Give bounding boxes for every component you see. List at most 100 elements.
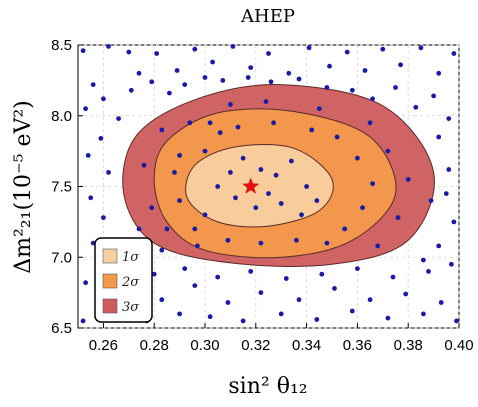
scatter-point <box>454 318 459 324</box>
scatter-point <box>451 51 457 56</box>
scatter-point <box>235 124 241 130</box>
x-tick-label: 0.28 <box>140 337 169 354</box>
scatter-point <box>367 120 373 126</box>
y-tick-label: 8.0 <box>51 108 72 125</box>
scatter-point <box>225 300 231 305</box>
scatter-point <box>83 280 88 286</box>
scatter-point <box>177 311 183 317</box>
scatter-point <box>271 120 276 126</box>
scatter-point <box>80 48 86 54</box>
scatter-point <box>85 153 91 158</box>
scatter-point <box>314 198 320 204</box>
scatter-point <box>207 314 213 320</box>
scatter-point <box>296 297 302 303</box>
scatter-point <box>220 78 226 83</box>
scatter-point <box>296 76 302 82</box>
scatter-point <box>449 261 454 267</box>
scatter-point <box>116 116 121 121</box>
y-tick-label: 8.5 <box>51 37 72 54</box>
scatter-point <box>327 63 332 69</box>
scatter-point <box>263 99 269 104</box>
scatter-point <box>385 315 391 321</box>
legend-label: 3σ <box>122 300 140 315</box>
scatter-point <box>380 46 386 52</box>
scatter-point <box>278 201 284 206</box>
best-fit-star <box>242 177 260 194</box>
scatter-point <box>149 79 155 85</box>
legend-label: 1σ <box>122 250 140 265</box>
scatter-point <box>83 106 88 112</box>
scatter-point <box>182 266 188 271</box>
legend-swatch <box>102 298 118 314</box>
scatter-point <box>159 297 165 303</box>
scatter-point <box>370 181 375 187</box>
x-tick-label: 0.26 <box>89 337 118 354</box>
chart-title: AHEP <box>240 6 295 27</box>
scatter-point <box>319 271 325 277</box>
x-tick-label: 0.38 <box>394 337 423 354</box>
scatter-point <box>314 317 320 322</box>
plot-area <box>77 44 460 329</box>
scatter-point <box>167 90 172 96</box>
scatter-point <box>202 75 208 80</box>
scatter-point <box>428 198 434 204</box>
scatter-point <box>436 134 442 140</box>
scatter-point <box>253 205 259 211</box>
scatter-point <box>344 49 350 55</box>
scatter-point <box>159 127 165 133</box>
scatter-point <box>90 82 96 87</box>
y-ticks: 6.5 7.0 7.5 8.0 8.5 <box>51 37 83 337</box>
legend-swatch <box>102 248 118 264</box>
scatter-point <box>360 205 365 211</box>
scatter-point <box>375 243 381 249</box>
scatter-point <box>106 44 111 49</box>
scatter-point <box>240 318 246 324</box>
scatter-point <box>215 184 221 189</box>
scatter-point <box>136 226 142 232</box>
scatter-point <box>370 96 375 102</box>
scatter-point <box>362 68 368 73</box>
scatter-points <box>80 44 459 324</box>
scatter-point <box>451 219 457 225</box>
scatter-point <box>106 170 111 175</box>
x-tick-label: 0.30 <box>190 337 219 354</box>
scatter-point <box>159 247 165 253</box>
scatter-point <box>258 167 264 172</box>
x-ticks: 0.26 0.28 0.30 0.32 0.34 0.36 0.38 0.40 <box>89 323 474 354</box>
scatter-point <box>306 45 312 51</box>
region-1sigma <box>185 143 334 228</box>
scatter-point <box>258 290 264 295</box>
scatter-point <box>438 300 444 305</box>
scatter-point <box>164 226 170 232</box>
scatter-point <box>225 237 231 243</box>
y-tick-label: 6.5 <box>51 320 72 337</box>
scatter-point <box>151 271 157 277</box>
scatter-point <box>309 127 315 133</box>
scatter-point <box>294 237 299 243</box>
scatter-point <box>228 102 233 107</box>
scatter-point <box>149 205 155 211</box>
scatter-point <box>446 116 452 121</box>
scatter-point <box>210 59 216 65</box>
scatter-point <box>421 257 426 263</box>
scatter-point <box>443 191 449 197</box>
legend: 1σ 2σ 3σ <box>94 237 153 323</box>
scatter-point <box>426 269 431 274</box>
scatter-point <box>245 75 251 80</box>
scatter-point <box>207 120 213 126</box>
y-tick-label: 7.5 <box>51 179 72 196</box>
scatter-point <box>403 291 409 297</box>
scatter-point <box>324 85 330 90</box>
scatter-point <box>334 134 340 140</box>
scatter-point <box>385 148 391 154</box>
scatter-point <box>248 65 254 70</box>
scatter-point <box>332 286 337 291</box>
scatter-point <box>88 195 94 201</box>
scatter-point <box>101 215 106 221</box>
scatter-point <box>174 68 180 73</box>
confidence-regions <box>122 83 435 267</box>
x-tick-label: 0.32 <box>241 337 270 354</box>
scatter-point <box>446 167 452 172</box>
y-tick-label: 7.0 <box>51 249 72 266</box>
